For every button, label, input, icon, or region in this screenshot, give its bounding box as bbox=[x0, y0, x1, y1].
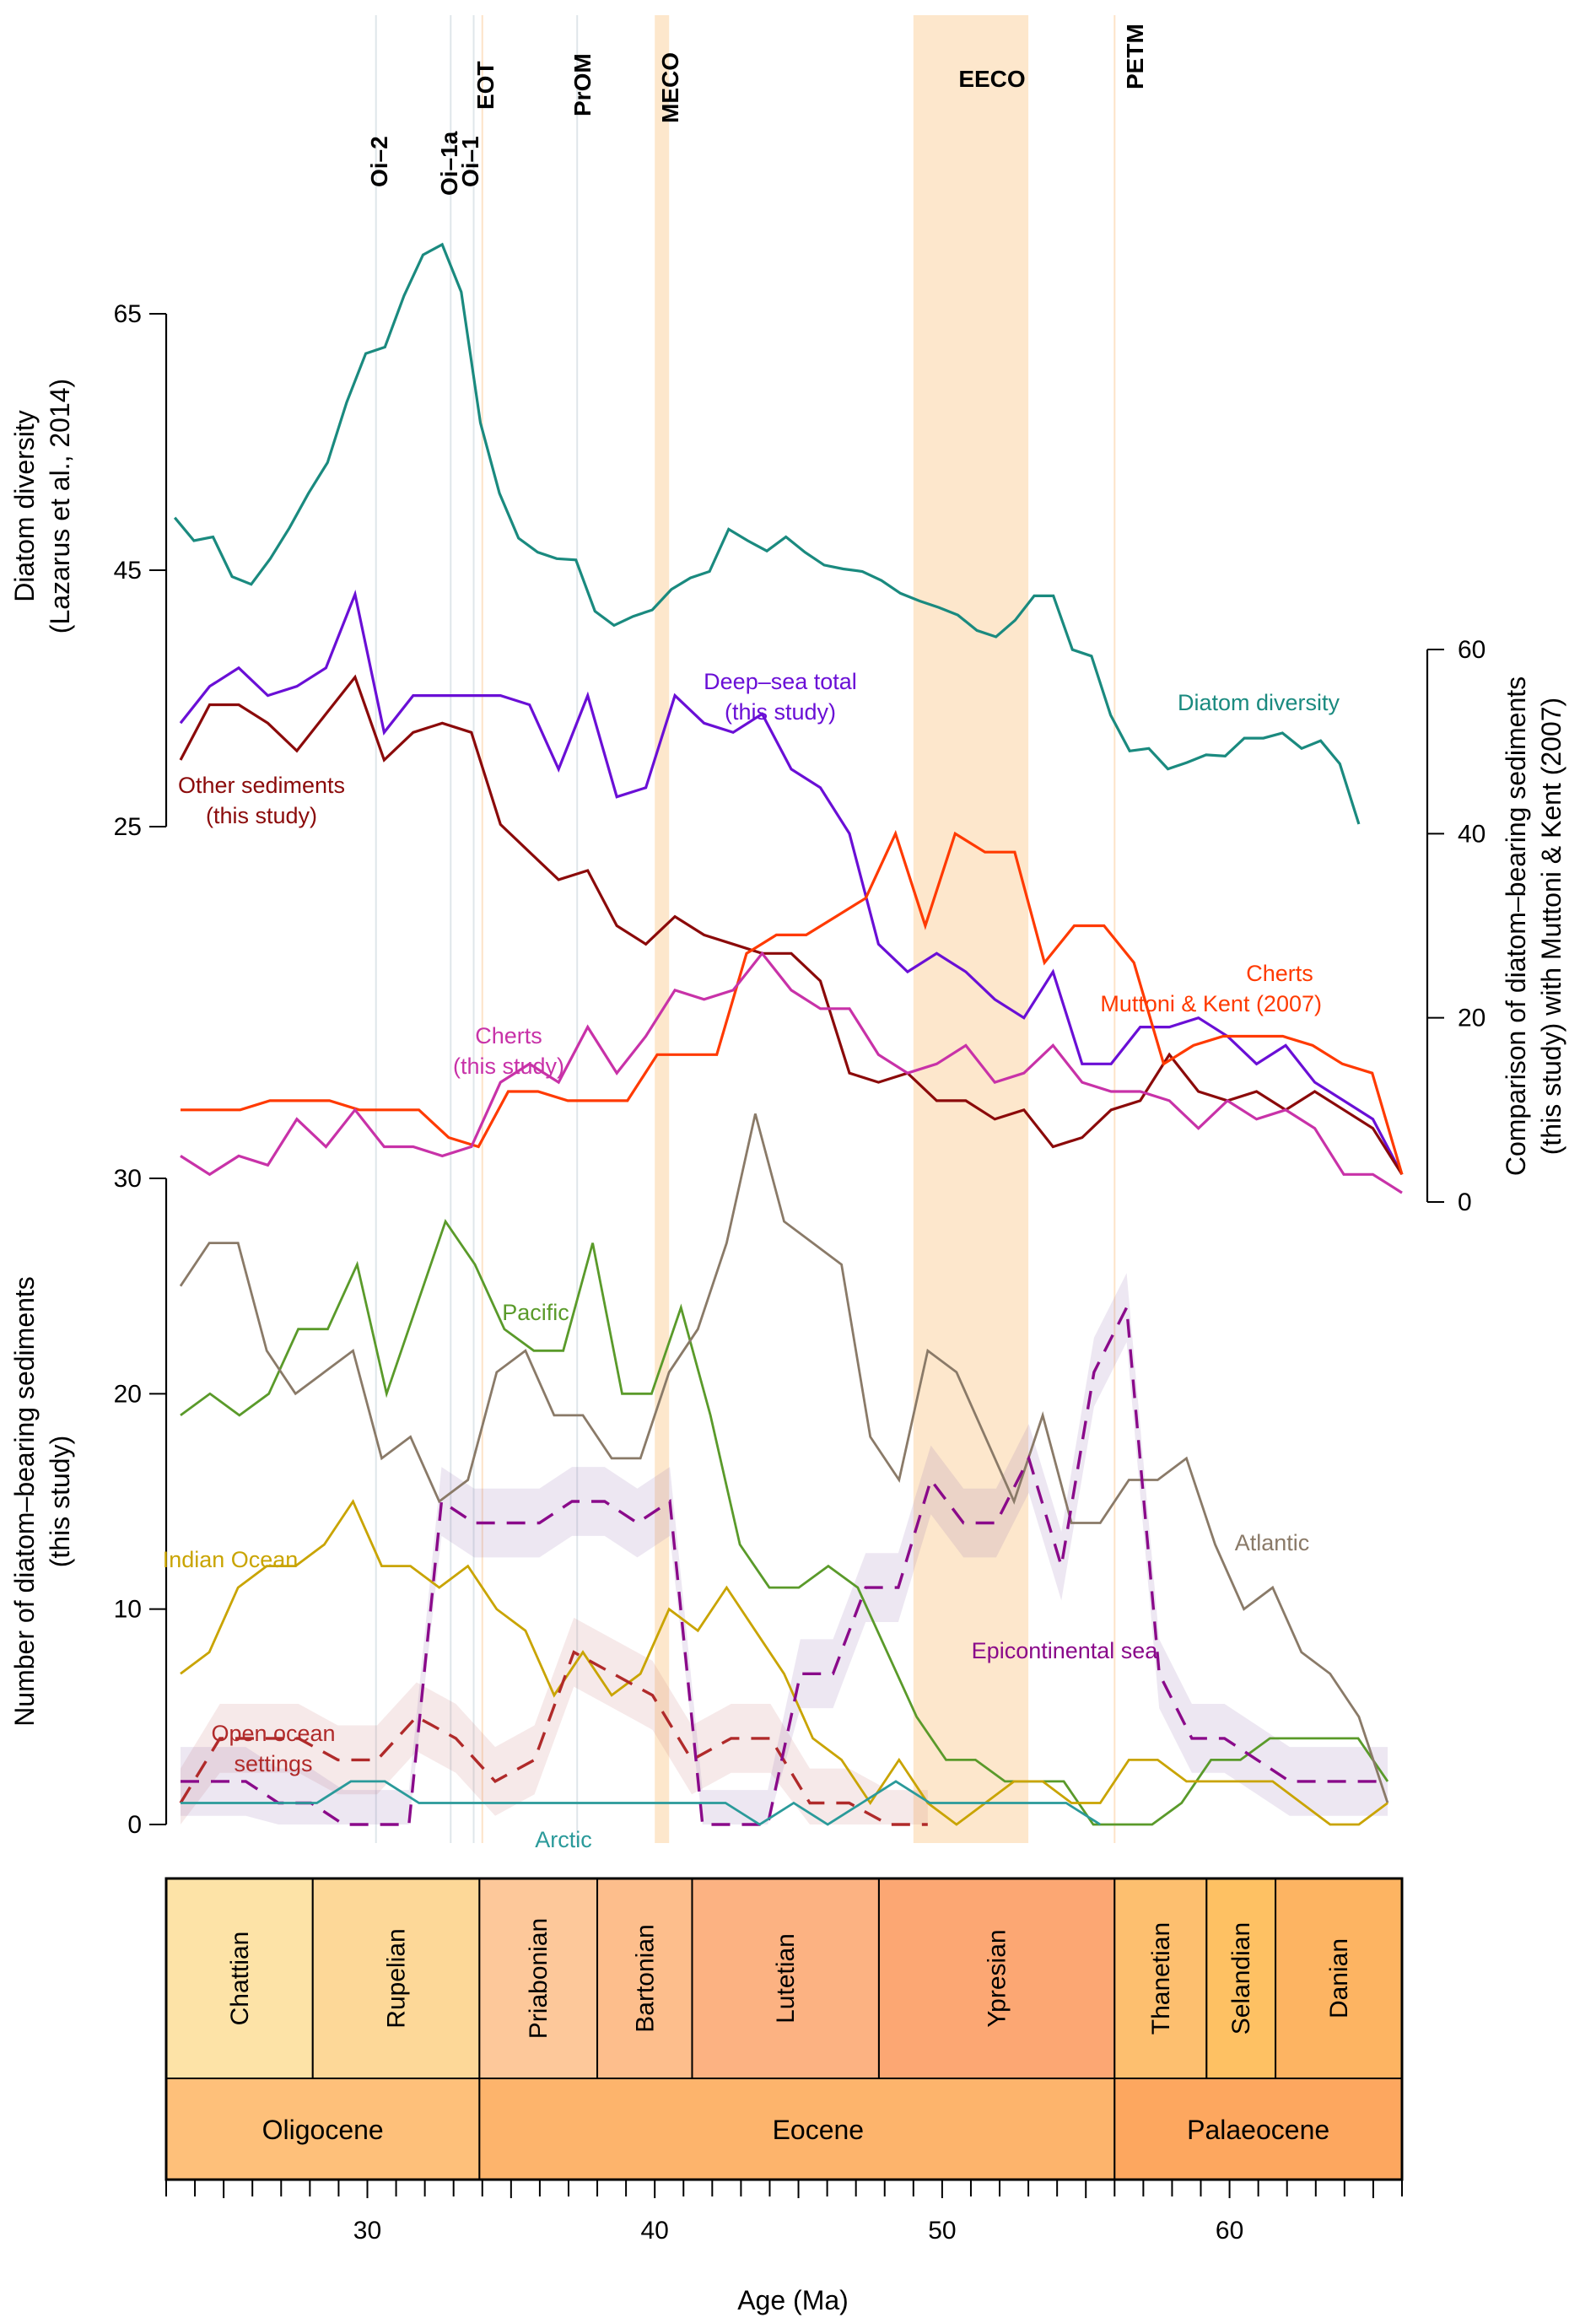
stage-box bbox=[1113, 1878, 1208, 2079]
stage-label: Ypresian bbox=[984, 1929, 1011, 2027]
upper-left-tick-label: 65 bbox=[114, 300, 142, 328]
epoch-label: Eocene bbox=[773, 2115, 865, 2145]
event-label: Oi–1a bbox=[436, 131, 462, 196]
x-tick-label: 40 bbox=[640, 2217, 668, 2245]
lower-left-tick-label: 0 bbox=[127, 1811, 142, 1839]
stage-label: Danian bbox=[1325, 1938, 1353, 2018]
series-label: Deep–sea total bbox=[704, 669, 857, 694]
series-line-pacific bbox=[180, 1219, 1389, 1826]
series-line-arctic bbox=[181, 1780, 1102, 1826]
series-line-atlantic bbox=[179, 1113, 1389, 1803]
stage-box bbox=[311, 1878, 481, 2079]
series-label: Cherts bbox=[475, 1023, 542, 1048]
event-label: EECO bbox=[958, 66, 1025, 92]
stage-box bbox=[1275, 1878, 1403, 2079]
series-label: (this study) bbox=[453, 1054, 564, 1079]
series-label: (this study) bbox=[725, 699, 836, 725]
lower-left-axis-title-2: (this study) bbox=[45, 1436, 75, 1567]
series-label: Other sediments bbox=[178, 773, 345, 798]
series-layer bbox=[173, 242, 1404, 1826]
series-label: Diatom diversity bbox=[1178, 690, 1340, 715]
lower-left-axis-title: Number of diatom–bearing sediments bbox=[9, 1276, 40, 1727]
upper-right-axis-title-2: (this study) with Muttoni & Kent (2007) bbox=[1536, 698, 1566, 1155]
stage-label: Rupelian bbox=[383, 1928, 411, 2028]
series-line-cherts-this-study- bbox=[180, 951, 1403, 1194]
x-tick-label: 60 bbox=[1216, 2217, 1243, 2245]
upper-left-tick-label: 45 bbox=[114, 557, 142, 585]
series-label: Muttoni & Kent (2007) bbox=[1100, 991, 1322, 1016]
event-label: PrOM bbox=[569, 53, 596, 116]
series-label: Cherts bbox=[1246, 961, 1313, 986]
epoch-box bbox=[165, 2078, 481, 2180]
stage-label: Chattian bbox=[226, 1932, 254, 2026]
series-label: settings bbox=[234, 1751, 312, 1776]
event-label: EOT bbox=[472, 61, 499, 110]
upper-right-tick-label: 20 bbox=[1458, 1005, 1485, 1032]
series-line-epicontinental-sea bbox=[181, 1302, 1388, 1826]
stage-box bbox=[691, 1878, 880, 2079]
stage-label: Thanetian bbox=[1147, 1922, 1175, 2035]
upper-left-tick-label: 25 bbox=[114, 813, 142, 841]
series-line-deep-sea-total-this-study- bbox=[179, 589, 1404, 1176]
uncertainty-band-epicontinental-sea bbox=[181, 1273, 1388, 1824]
event-label: MECO bbox=[657, 52, 683, 123]
series-label: Epicontinental sea bbox=[972, 1638, 1159, 1663]
uncertainty-band-layer bbox=[181, 1273, 1388, 1824]
series-label: Indian Ocean bbox=[163, 1547, 299, 1572]
event-label: PETM bbox=[1122, 24, 1148, 89]
event-label: Oi–1 bbox=[457, 136, 483, 187]
series-line-indian-ocean bbox=[180, 1499, 1388, 1826]
lower-left-tick-label: 30 bbox=[114, 1165, 142, 1193]
series-label: Atlantic bbox=[1235, 1530, 1310, 1555]
series-line-open-ocean-settings bbox=[179, 1650, 928, 1826]
series-label: Open ocean bbox=[211, 1721, 335, 1746]
lower-left-tick-label: 20 bbox=[114, 1380, 142, 1408]
upper-right-axis-title: Comparison of diatom–bearing sediments bbox=[1501, 676, 1531, 1176]
series-label: (this study) bbox=[206, 803, 317, 828]
uncertainty-band-open-ocean-settings bbox=[181, 1617, 928, 1824]
event-highlight-layer bbox=[375, 15, 1116, 1843]
epoch-label: Palaeocene bbox=[1187, 2115, 1329, 2145]
series-label: Arctic bbox=[535, 1827, 592, 1852]
upper-right-tick-label: 60 bbox=[1458, 636, 1485, 664]
stage-box bbox=[596, 1878, 693, 2079]
upper-right-tick-label: 40 bbox=[1458, 820, 1485, 848]
upper-right-tick-label: 0 bbox=[1458, 1188, 1472, 1216]
series-label: Pacific bbox=[502, 1300, 569, 1325]
epoch-label: Oligocene bbox=[262, 2115, 384, 2145]
upper-left-axis-title: Diatom diversity bbox=[9, 410, 40, 602]
event-label: Oi–2 bbox=[366, 136, 392, 187]
upper-left-axis-title-2: (Lazarus et al., 2014) bbox=[45, 379, 75, 633]
x-tick-label: 50 bbox=[928, 2217, 956, 2245]
geologic-timescale: Chattian Rupelian Priabonian Bartonian Lutet… bbox=[164, 1877, 1404, 2181]
epoch-box bbox=[478, 2078, 1116, 2180]
lower-left-tick-label: 10 bbox=[114, 1596, 142, 1624]
event-band-eeco bbox=[913, 15, 1029, 1843]
x-axis-title: Age (Ma) bbox=[737, 2285, 849, 2315]
series-line-other-sediments-this-study- bbox=[179, 674, 1404, 1176]
timescale-frame bbox=[164, 1877, 1404, 2181]
stage-label: Bartonian bbox=[631, 1924, 659, 2032]
x-tick-label: 30 bbox=[353, 2217, 381, 2245]
stage-label: Selandian bbox=[1227, 1922, 1255, 2035]
stage-label: Priabonian bbox=[525, 1918, 553, 2039]
stage-label: Lutetian bbox=[772, 1933, 800, 2024]
series-line-charts-muttoni-kent-2007- bbox=[181, 829, 1404, 1175]
series-line-diatom-diversity bbox=[173, 242, 1361, 825]
